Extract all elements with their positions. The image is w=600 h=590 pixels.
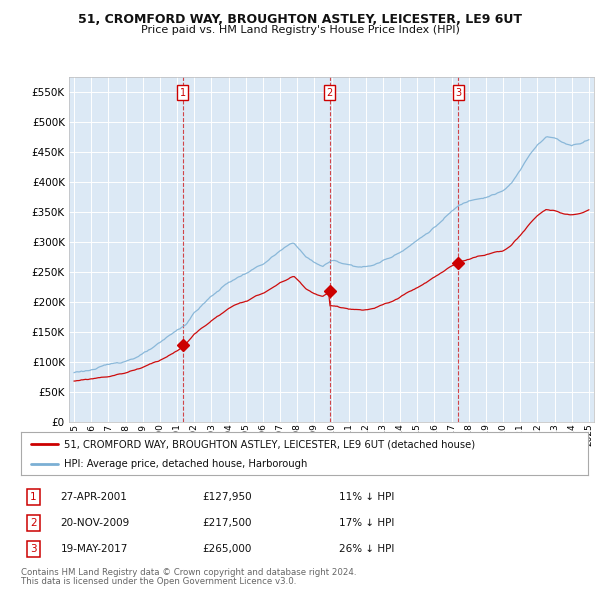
Text: This data is licensed under the Open Government Licence v3.0.: This data is licensed under the Open Gov… <box>21 577 296 586</box>
Text: 2: 2 <box>326 88 333 98</box>
Text: 1: 1 <box>30 492 37 502</box>
Text: £217,500: £217,500 <box>202 518 252 528</box>
Text: Price paid vs. HM Land Registry's House Price Index (HPI): Price paid vs. HM Land Registry's House … <box>140 25 460 35</box>
Text: 20-NOV-2009: 20-NOV-2009 <box>61 518 130 528</box>
Text: 3: 3 <box>455 88 461 98</box>
Text: 27-APR-2001: 27-APR-2001 <box>61 492 128 502</box>
Text: 17% ↓ HPI: 17% ↓ HPI <box>338 518 394 528</box>
Text: 3: 3 <box>30 544 37 554</box>
Text: 26% ↓ HPI: 26% ↓ HPI <box>338 544 394 554</box>
Text: 51, CROMFORD WAY, BROUGHTON ASTLEY, LEICESTER, LE9 6UT: 51, CROMFORD WAY, BROUGHTON ASTLEY, LEIC… <box>78 13 522 26</box>
Text: 2: 2 <box>30 518 37 528</box>
Text: £265,000: £265,000 <box>202 544 252 554</box>
Text: £127,950: £127,950 <box>202 492 252 502</box>
Text: HPI: Average price, detached house, Harborough: HPI: Average price, detached house, Harb… <box>64 460 307 469</box>
Text: Contains HM Land Registry data © Crown copyright and database right 2024.: Contains HM Land Registry data © Crown c… <box>21 568 356 576</box>
Text: 51, CROMFORD WAY, BROUGHTON ASTLEY, LEICESTER, LE9 6UT (detached house): 51, CROMFORD WAY, BROUGHTON ASTLEY, LEIC… <box>64 440 475 450</box>
Text: 1: 1 <box>179 88 185 98</box>
Text: 19-MAY-2017: 19-MAY-2017 <box>61 544 128 554</box>
Text: 11% ↓ HPI: 11% ↓ HPI <box>338 492 394 502</box>
